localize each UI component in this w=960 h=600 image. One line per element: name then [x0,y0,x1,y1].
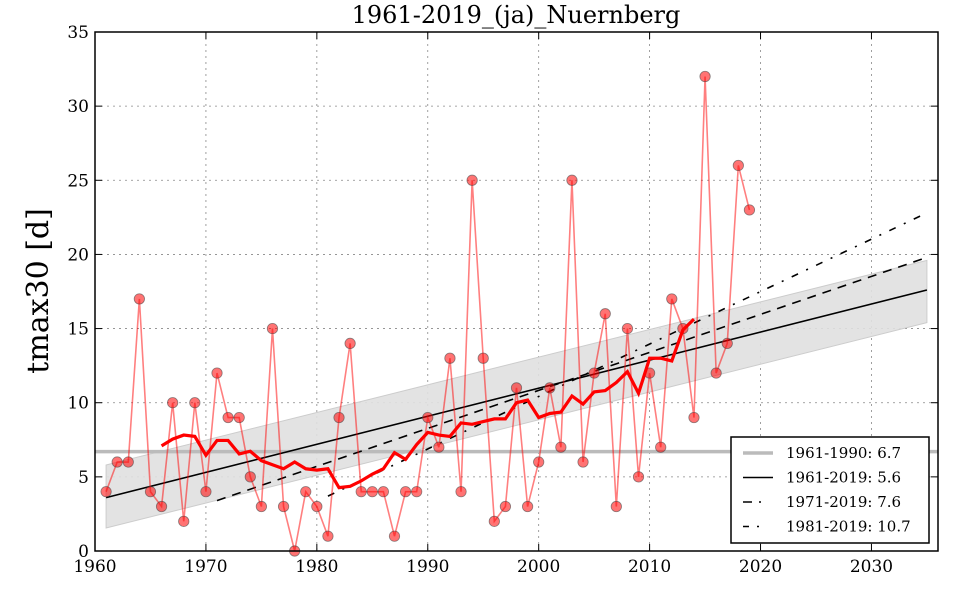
y-tick-label: 0 [78,542,89,562]
data-point [721,337,733,349]
y-tick-label: 30 [67,97,89,117]
moving-average-line [160,317,696,490]
legend-label: 1961-1990: 6.7 [786,444,901,462]
y-tick-label: 10 [67,394,89,414]
x-tick-label: 1970 [184,557,227,577]
x-tick-label: 2020 [739,557,782,577]
data-point [610,500,622,513]
data-point [544,382,556,394]
data-point [167,397,179,409]
ticks: 1960 1970 1980 1990 2000 2010 2020 203005101520… [67,23,938,577]
legend-label: 1971-2019: 7.6 [786,493,901,511]
data-point [366,486,378,498]
data-point [688,411,700,424]
data-point [233,411,245,424]
data-point [710,367,722,379]
x-tick-label: 2030 [850,557,893,577]
data-point [477,352,489,364]
trend-line-dashed [216,256,928,502]
data-point [411,486,423,498]
data-point [666,293,678,305]
series-group [100,70,756,557]
data-point [521,500,534,513]
y-tick-label: 35 [67,23,89,43]
data-point [333,411,345,424]
x-tick-label: 2010 [628,557,671,577]
x-tick-label: 2000 [517,557,560,577]
data-point [200,486,212,498]
data-point [111,456,123,468]
data-point [388,530,401,542]
y-tick-label: 20 [67,245,89,265]
data-point [699,70,711,83]
data-point [100,486,112,498]
data-point [488,515,500,527]
data-point [577,456,589,468]
data-point [732,159,744,172]
data-point [499,500,512,513]
trend-line-dashdot [327,212,928,497]
y-axis-label: tmax30 [d] [21,208,56,374]
y-tick-label: 15 [67,320,89,340]
data-point [377,486,389,498]
plot-frame [94,31,939,552]
legend-label: 1961-2019: 5.6 [786,469,901,487]
data-point [311,500,323,513]
data-point [455,486,467,498]
y-tick-label: 25 [67,171,89,191]
data-point [422,411,434,424]
data-point [632,471,645,483]
data-point [155,500,168,513]
data-point [466,174,478,186]
data-point [255,500,267,513]
data-point [655,441,667,453]
data-point [144,486,157,498]
data-point [266,322,279,335]
data-point [189,397,201,409]
data-point [510,382,523,394]
data-point [433,441,445,453]
data-point [244,471,256,483]
data-point [133,293,145,305]
data-point [277,500,290,513]
legend-label: 1981-2019: 10.7 [786,518,911,536]
data-point [588,367,600,379]
data-point [222,411,234,424]
data-point [621,322,634,335]
axes [94,31,939,552]
data-point [555,441,567,453]
data-point [211,367,223,379]
data-point [344,337,356,349]
data-point [566,174,578,186]
data-point [599,308,611,320]
x-tick-label: 1990 [406,557,449,577]
data-point [355,486,367,498]
data-point [743,204,756,216]
data-point [322,530,334,542]
data-point [444,352,456,364]
data-point [300,486,312,498]
moving-average-group [160,317,696,490]
data-point [178,515,190,527]
x-tick-label: 1960 [73,557,116,577]
chart-title: 1961-2019_(ja)_Nuernberg [352,1,681,29]
data-point [122,456,134,468]
x-tick-label: 1980 [295,557,338,577]
data-point [399,486,412,498]
legend: 1961-1990: 6.7 1961-2019: 5.6 1971-2019: 7… [730,436,930,544]
y-tick-label: 5 [78,468,89,488]
data-point [533,456,545,468]
